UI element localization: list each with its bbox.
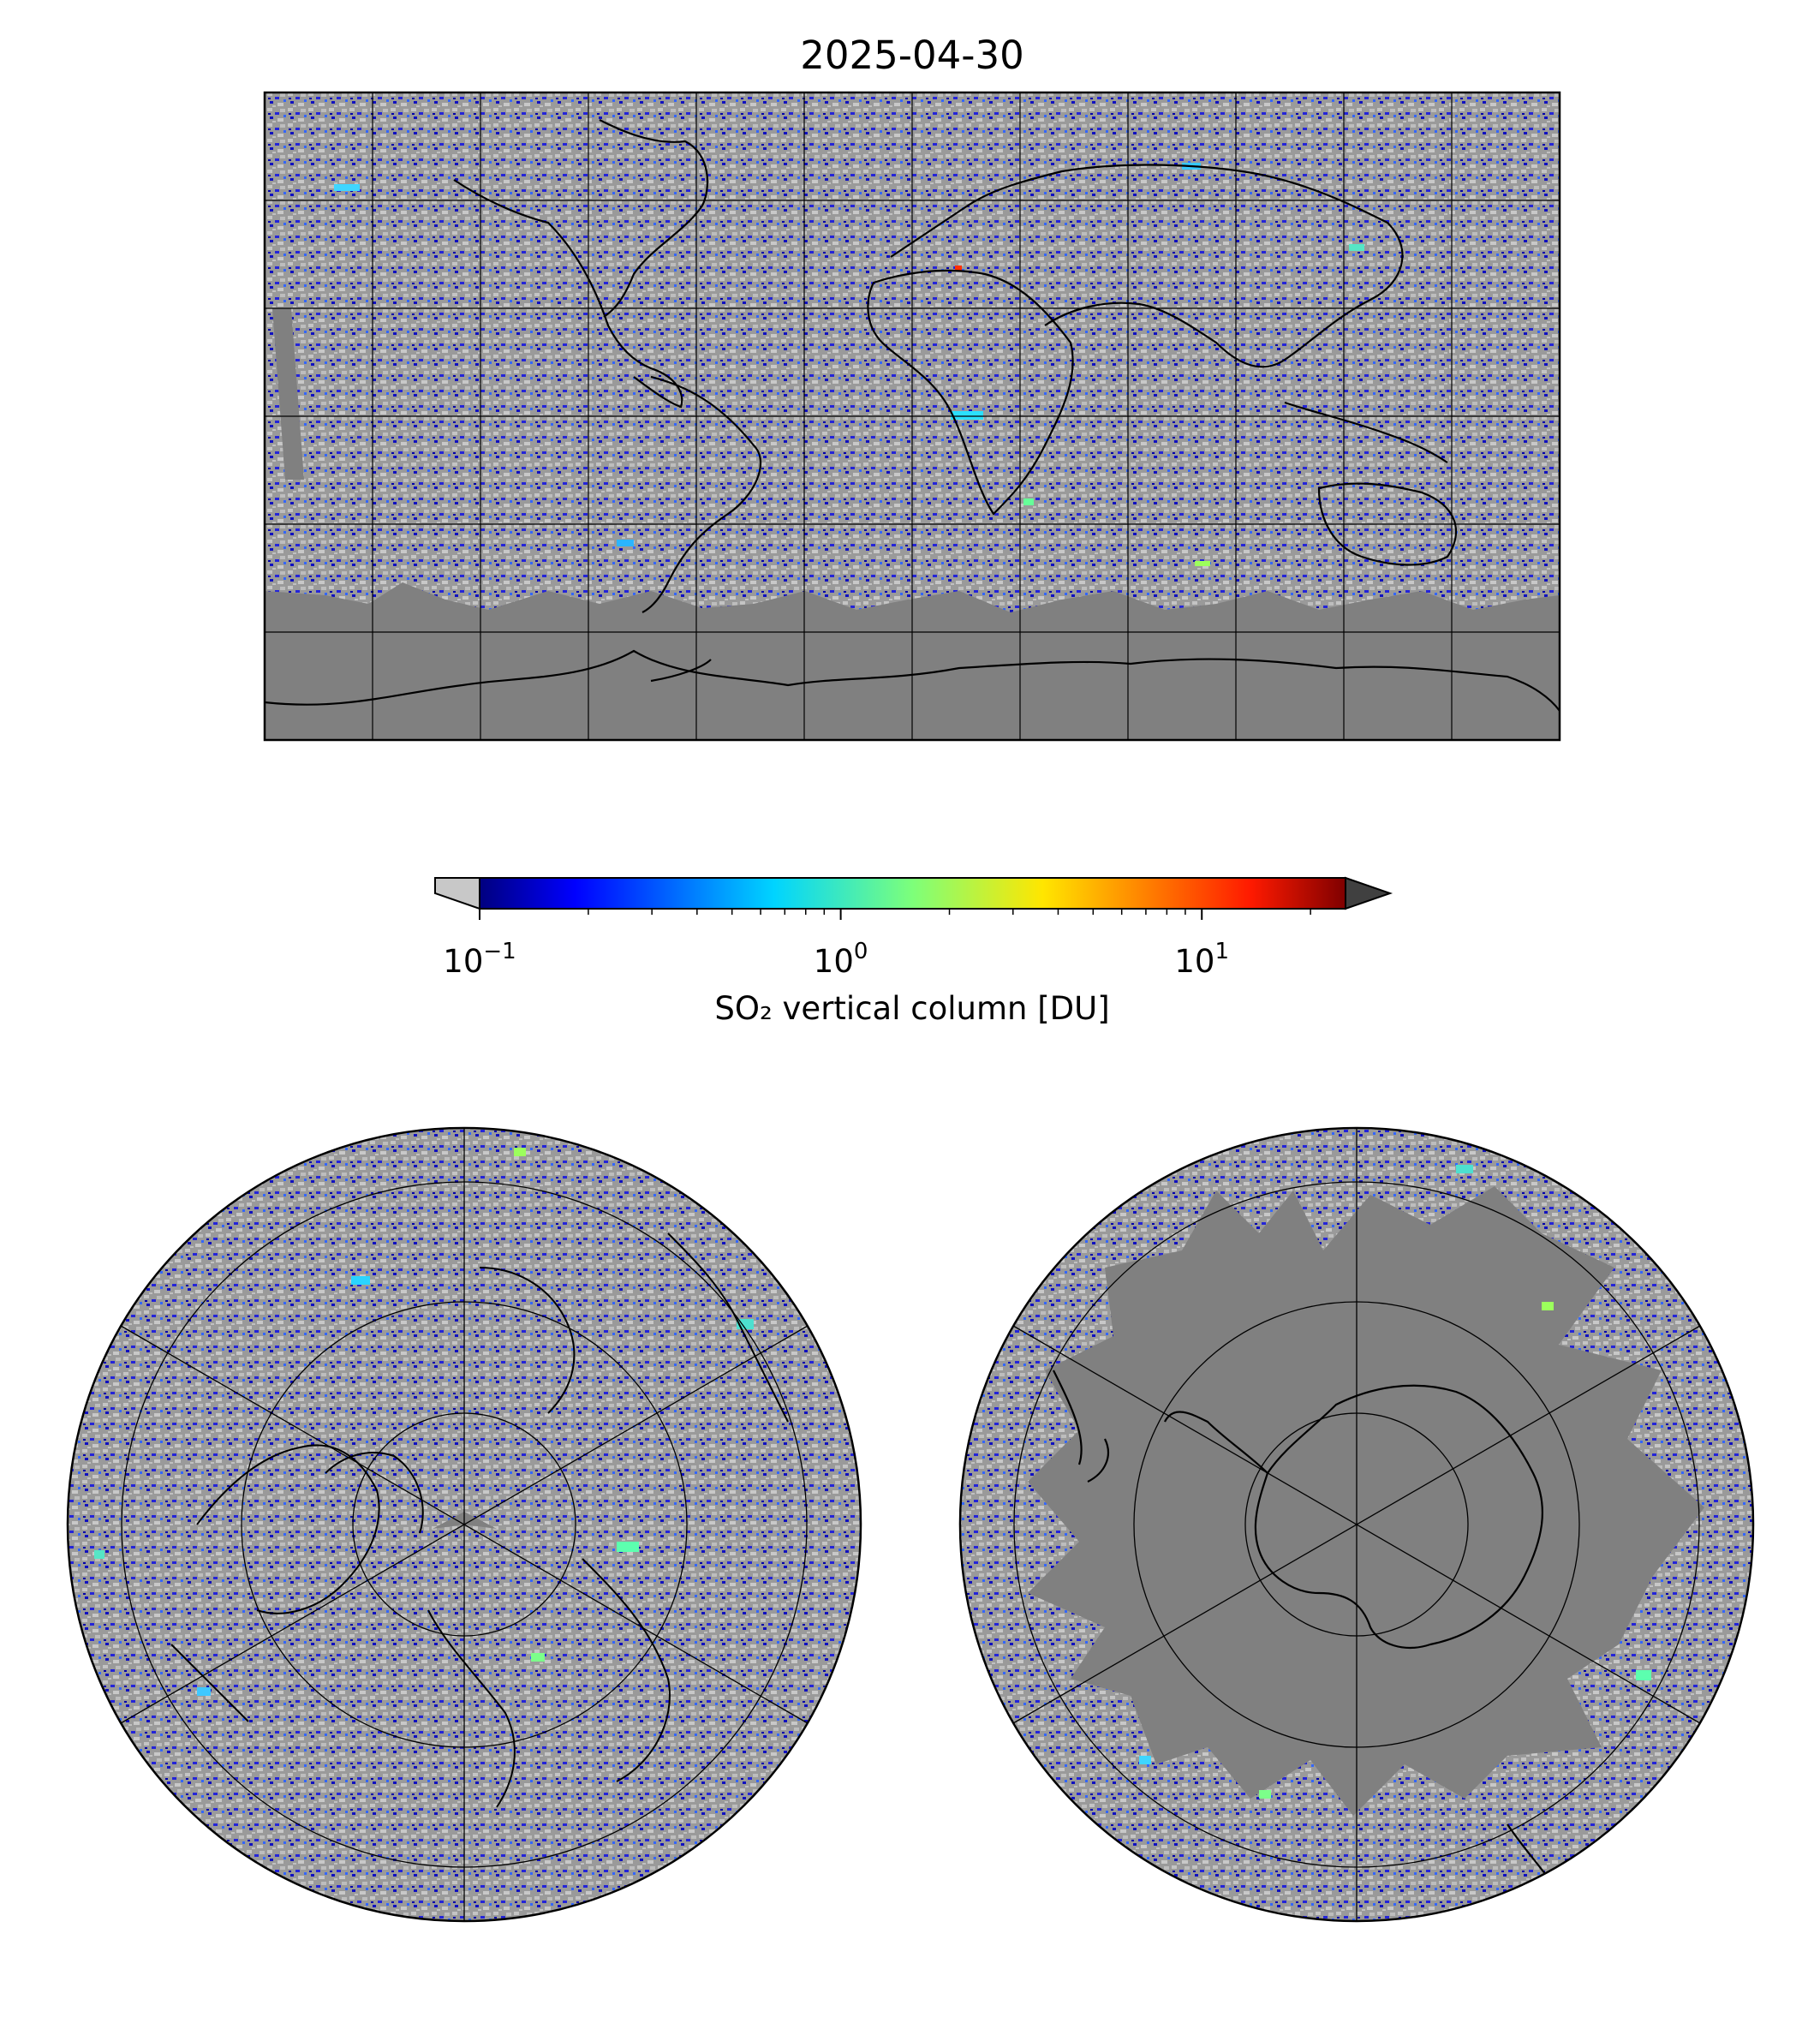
south-polar-frame bbox=[958, 1126, 1755, 1923]
colorbar-tick-label: 10−1 bbox=[443, 939, 516, 980]
colorbar-tick-labels: 10−1 100 101 bbox=[443, 939, 1229, 980]
north-polar-map-panel bbox=[66, 1126, 862, 1923]
colorbar-label: SO₂ vertical column [DU] bbox=[714, 990, 1109, 1027]
colorbar-under-extension bbox=[434, 877, 480, 910]
north-polar-coastlines bbox=[170, 1232, 789, 1808]
colorbar-tick-label: 101 bbox=[1174, 939, 1229, 980]
figure-title: 2025-04-30 bbox=[800, 33, 1024, 78]
global-map-frame bbox=[263, 91, 1561, 742]
colorbar: 10−1 100 101 SO₂ vertical column [DU] bbox=[434, 876, 1393, 1027]
south-polar-highlights bbox=[1139, 1165, 1651, 1799]
south-polar-gridlines bbox=[1012, 1128, 1701, 1921]
global-map-gridlines bbox=[265, 92, 1560, 740]
colorbar-tick-label: 100 bbox=[814, 939, 868, 980]
global-map-panel bbox=[263, 91, 1561, 742]
north-polar-frame bbox=[66, 1126, 862, 1923]
south-polar-map-panel bbox=[958, 1126, 1755, 1923]
north-polar-gridlines bbox=[120, 1128, 809, 1921]
colorbar-gradient bbox=[479, 877, 1346, 910]
global-map-coastlines bbox=[264, 119, 1560, 712]
colorbar-over-extension bbox=[1345, 876, 1393, 910]
colorbar-ticks bbox=[479, 909, 1311, 920]
global-map-no-data-swath bbox=[272, 308, 304, 480]
